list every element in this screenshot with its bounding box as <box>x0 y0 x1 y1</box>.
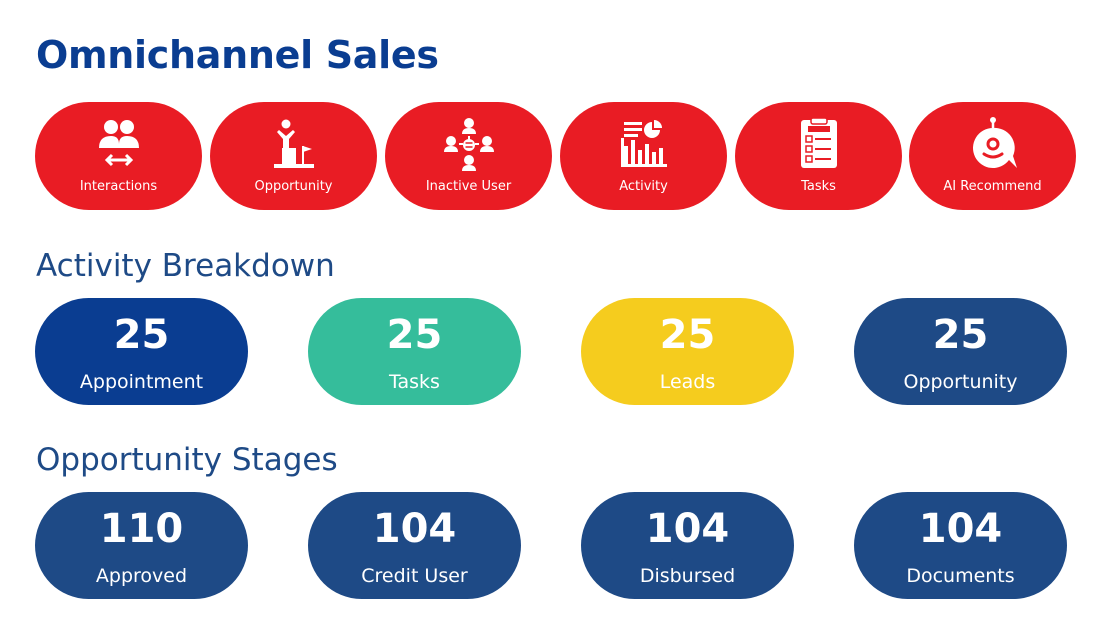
user-network-icon <box>441 116 497 172</box>
stat-value: 25 <box>386 312 443 358</box>
activity-button[interactable]: Activity <box>560 102 727 210</box>
stat-label: Disbursed <box>639 565 736 587</box>
appointment-stat-card[interactable]: 25 Appointment <box>35 298 248 405</box>
activity-label: Activity <box>619 179 668 194</box>
stat-label: Approved <box>95 565 188 587</box>
users-exchange-icon <box>91 116 147 172</box>
stat-label: Leads <box>659 371 716 393</box>
documents-stat-card[interactable]: 104 Documents <box>854 492 1067 599</box>
opportunity-stat-card[interactable]: 25 Opportunity <box>854 298 1067 405</box>
page-title: Omnichannel Sales <box>36 33 439 77</box>
credit-user-stat-card[interactable]: 104 Credit User <box>308 492 521 599</box>
stat-value: 104 <box>918 506 1003 552</box>
disbursed-stat-card[interactable]: 104 Disbursed <box>581 492 794 599</box>
stat-value: 110 <box>99 506 184 552</box>
opportunity-stages-title: Opportunity Stages <box>36 442 338 478</box>
stat-label: Opportunity <box>903 371 1018 393</box>
tasks-button[interactable]: Tasks <box>735 102 902 210</box>
task-checklist-icon <box>791 116 847 172</box>
leads-stat-card[interactable]: 25 Leads <box>581 298 794 405</box>
quick-actions-bar: Interactions Opportunity <box>35 102 1076 210</box>
activity-breakdown-title: Activity Breakdown <box>36 248 335 284</box>
ai-recommend-button[interactable]: AI Recommend <box>909 102 1076 210</box>
stat-label: Appointment <box>79 371 204 393</box>
ai-recommend-label: AI Recommend <box>943 179 1042 194</box>
opportunity-stages-row: 110 Approved 104 Credit User 104 Disburs… <box>35 492 1068 599</box>
inactive-user-label: Inactive User <box>425 179 512 194</box>
tasks-label: Tasks <box>801 179 836 194</box>
podium-flag-icon <box>266 116 322 172</box>
interactions-button[interactable]: Interactions <box>35 102 202 210</box>
activity-breakdown-row: 25 Appointment 25 Tasks 25 Leads 25 Oppo… <box>35 298 1068 405</box>
stat-value: 25 <box>932 312 989 358</box>
stat-label: Tasks <box>389 371 440 393</box>
stat-value: 25 <box>113 312 170 358</box>
stat-value: 25 <box>659 312 716 358</box>
tasks-stat-card[interactable]: 25 Tasks <box>308 298 521 405</box>
activity-chart-icon <box>616 116 672 172</box>
interactions-label: Interactions <box>79 179 158 194</box>
opportunity-label: Opportunity <box>254 179 333 194</box>
stat-value: 104 <box>645 506 730 552</box>
approved-stat-card[interactable]: 110 Approved <box>35 492 248 599</box>
stat-label: Credit User <box>361 565 468 587</box>
opportunity-button[interactable]: Opportunity <box>210 102 377 210</box>
stat-label: Documents <box>906 565 1015 587</box>
ai-robot-chat-icon <box>965 116 1021 172</box>
stat-value: 104 <box>372 506 457 552</box>
inactive-user-button[interactable]: Inactive User <box>385 102 552 210</box>
